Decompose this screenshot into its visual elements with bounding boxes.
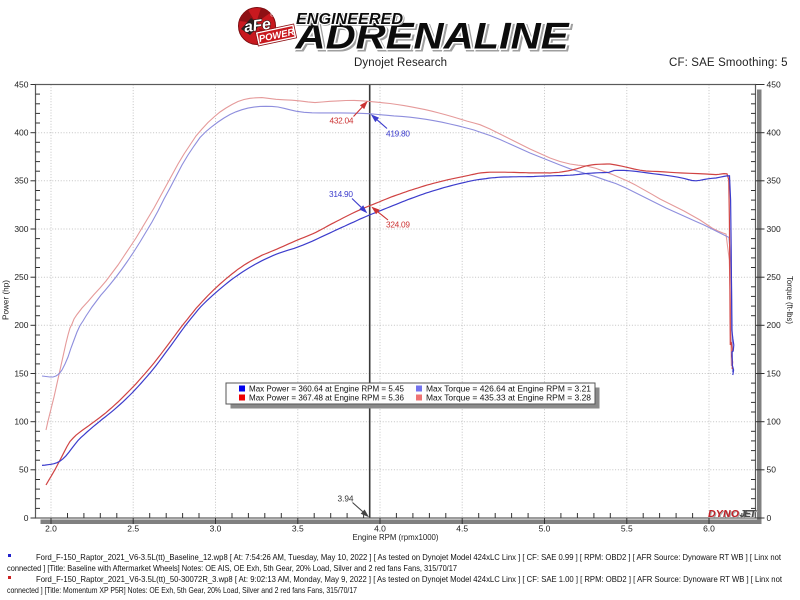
svg-text:Torque (ft-lbs): Torque (ft-lbs) [785, 276, 794, 324]
svg-text:Ford_F-150_Raptor_2021_V6-3.5L: Ford_F-150_Raptor_2021_V6-3.5L(tt)_50-30… [36, 574, 783, 584]
svg-text:ADRENALINE: ADRENALINE [297, 17, 573, 58]
svg-text:300: 300 [767, 224, 781, 234]
svg-text:3.5: 3.5 [292, 524, 304, 534]
svg-text:Dynojet Research: Dynojet Research [354, 57, 447, 69]
svg-text:250: 250 [14, 272, 28, 282]
svg-text:300: 300 [14, 224, 28, 234]
svg-text:450: 450 [14, 79, 28, 89]
svg-text:®: ® [270, 12, 275, 19]
svg-text:200: 200 [767, 320, 781, 330]
svg-text:50: 50 [19, 465, 29, 475]
svg-text:connected ] [Title: Momentum X: connected ] [Title: Momentum XP P5R] Not… [7, 585, 357, 595]
svg-text:Max Torque = 426.64 at Engine: Max Torque = 426.64 at Engine RPM = 3.21 [426, 384, 591, 394]
svg-text:2.0: 2.0 [45, 524, 57, 534]
svg-text:250: 250 [767, 272, 781, 282]
svg-text:419.80: 419.80 [386, 128, 410, 138]
svg-text:432.04: 432.04 [330, 116, 354, 126]
svg-text:150: 150 [14, 368, 28, 378]
svg-text:3.94: 3.94 [338, 494, 354, 504]
svg-text:ENGINEERED: ENGINEERED [296, 11, 403, 28]
svg-text:JET: JET [740, 508, 758, 520]
svg-text:2.5: 2.5 [127, 524, 139, 534]
svg-text:ENGINEERED: ENGINEERED [296, 11, 403, 28]
svg-text:5.0: 5.0 [539, 524, 551, 534]
svg-text:50: 50 [767, 465, 777, 475]
svg-text:DYNO: DYNO [708, 508, 739, 520]
svg-text:JET: JET [741, 509, 759, 521]
svg-text:Max Torque = 435.33 at Engine: Max Torque = 435.33 at Engine RPM = 3.28 [426, 393, 591, 403]
svg-text:400: 400 [14, 128, 28, 138]
svg-text:150: 150 [767, 368, 781, 378]
svg-text:Ford_F-150_Raptor_2021_V6-3.5L: Ford_F-150_Raptor_2021_V6-3.5L(tt)_Basel… [36, 552, 782, 562]
svg-text:0: 0 [24, 513, 29, 523]
svg-text:Max Power = 360.64 at Engine R: Max Power = 360.64 at Engine RPM = 5.45 [249, 384, 404, 394]
svg-text:350: 350 [767, 176, 781, 186]
svg-text:CF: SAE Smoothing: 5: CF: SAE Smoothing: 5 [669, 57, 788, 69]
svg-text:Power (hp): Power (hp) [2, 280, 11, 320]
svg-text:ADRENALINE: ADRENALINE [294, 16, 570, 57]
svg-text:3.0: 3.0 [210, 524, 222, 534]
svg-text:200: 200 [14, 320, 28, 330]
svg-text:100: 100 [767, 417, 781, 427]
svg-text:314.90: 314.90 [329, 189, 353, 199]
svg-text:ADRENALINE: ADRENALINE [294, 16, 570, 57]
svg-text:100: 100 [14, 417, 28, 427]
svg-text:400: 400 [767, 128, 781, 138]
svg-text:6.0: 6.0 [703, 524, 715, 534]
svg-text:4.0: 4.0 [374, 524, 386, 534]
svg-text:0: 0 [767, 513, 772, 523]
svg-text:4.5: 4.5 [456, 524, 468, 534]
svg-text:350: 350 [14, 176, 28, 186]
svg-text:324.09: 324.09 [386, 219, 410, 229]
svg-text:Max Power = 367.48 at Engine R: Max Power = 367.48 at Engine RPM = 5.36 [249, 393, 404, 403]
svg-text:ENGINEERED: ENGINEERED [297, 12, 404, 29]
svg-text:450: 450 [767, 79, 781, 89]
svg-text:DYNO: DYNO [709, 509, 740, 521]
svg-text:5.5: 5.5 [621, 524, 633, 534]
svg-text:Engine RPM (rpmx1000): Engine RPM (rpmx1000) [353, 532, 439, 542]
svg-text:connected ] [Title: Baseline w: connected ] [Title: Baseline with Afterm… [7, 563, 457, 573]
